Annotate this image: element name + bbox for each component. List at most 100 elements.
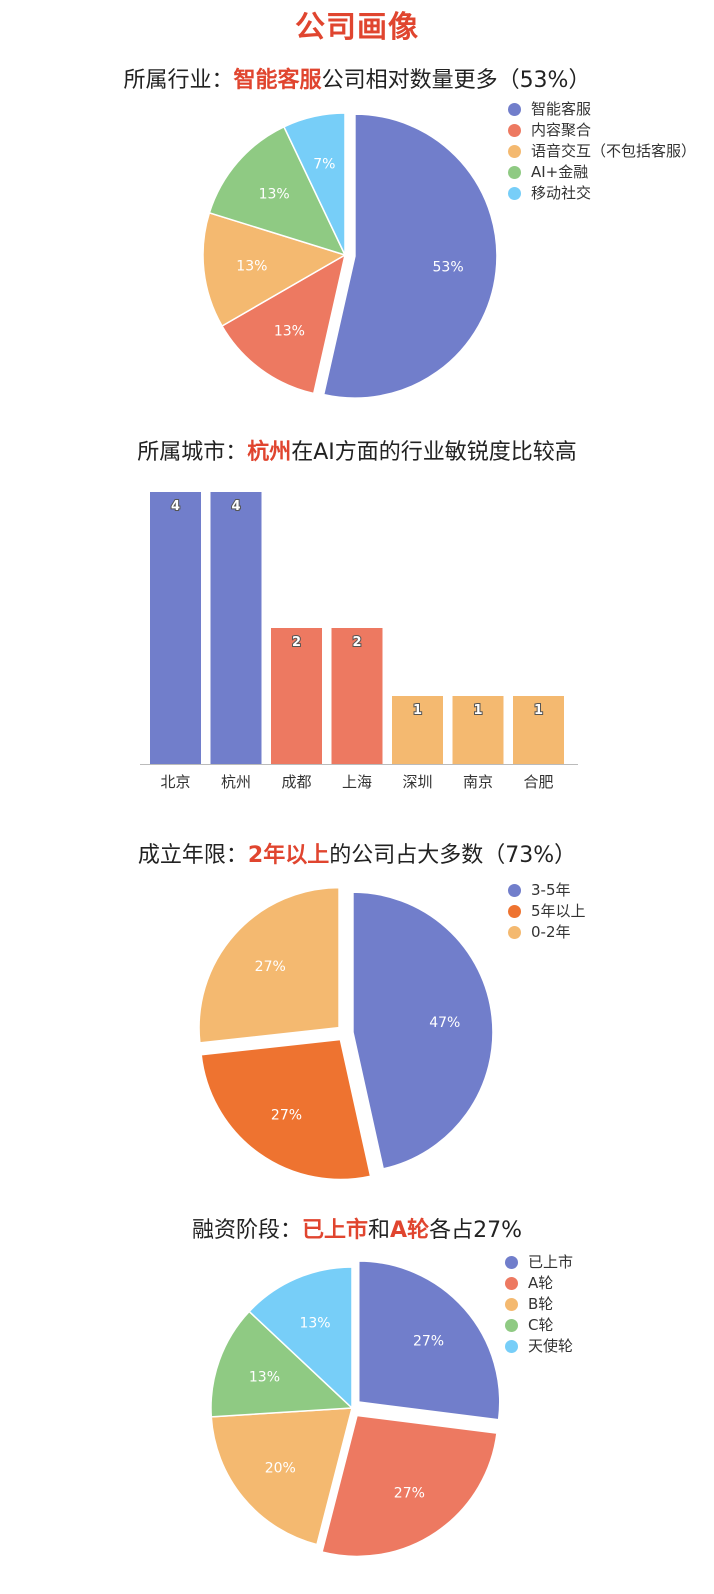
title-text: 和 <box>368 1218 391 1243</box>
title-text: 的公司占大多数（73%） <box>329 843 577 868</box>
city-bar-chart: 4 北京 4 杭州 2 成都 2 上海 1 深圳 1 南京 1 合肥 <box>140 492 578 791</box>
legend-label: 语音交互（不包括客服） <box>531 142 697 160</box>
x-tick-label: 深圳 <box>402 773 432 791</box>
pie-value-label: 13% <box>249 1369 280 1385</box>
legend-swatch <box>508 187 521 200</box>
pie-slice <box>220 253 347 395</box>
x-tick-label: 上海 <box>342 773 372 791</box>
title-text: 各占27% <box>429 1218 522 1243</box>
legend-label: 3-5年 <box>531 881 571 899</box>
legend-item: C轮 <box>505 1315 573 1336</box>
pie-value-label: 13% <box>274 323 305 339</box>
bar-value-label: 2 <box>292 635 301 650</box>
legend-item: 0-2年 <box>508 922 586 943</box>
x-tick-label: 南京 <box>463 773 493 791</box>
legend-item: 移动社交 <box>508 183 696 204</box>
legend-item: 内容聚合 <box>508 120 696 141</box>
legend-label: 移动社交 <box>531 184 592 202</box>
legend-swatch <box>508 103 521 116</box>
legend-label: 内容聚合 <box>531 121 592 139</box>
pie-slice <box>198 886 340 1044</box>
city-chart-title: 所属城市：杭州在AI方面的行业敏锐度比较高 <box>0 434 714 466</box>
legend-label: 0-2年 <box>531 923 571 941</box>
bar <box>392 696 443 764</box>
legend-item: 3-5年 <box>508 880 586 901</box>
legend-label: AI+金融 <box>531 163 589 181</box>
pie-value-label: 13% <box>236 258 267 274</box>
financing-pie-chart: 27% 27% 20% 13% 13% <box>210 1260 501 1558</box>
bar <box>452 696 504 764</box>
pie-slice <box>358 1260 501 1421</box>
industry-pie-chart: 53% 13% 13% 13% 7% <box>202 112 498 399</box>
title-highlight: 已上市 <box>302 1218 369 1243</box>
legend-item: A轮 <box>505 1273 573 1294</box>
pie-value-label: 13% <box>259 187 290 203</box>
x-tick-label: 成都 <box>281 773 311 791</box>
pie-value-label: 27% <box>413 1334 444 1350</box>
legend-swatch <box>508 884 521 897</box>
pie-slice <box>322 113 498 399</box>
legend-item: AI+金融 <box>508 162 696 183</box>
pie-value-label: 47% <box>429 1015 460 1031</box>
pie-value-label: 20% <box>265 1460 296 1476</box>
pie-value-label: 27% <box>255 959 286 975</box>
industry-chart-title: 所属行业：智能客服公司相对数量更多（53%） <box>0 62 714 94</box>
legend-label: 天使轮 <box>528 1337 574 1355</box>
pie-slice <box>321 1414 498 1558</box>
legend-swatch <box>505 1319 518 1332</box>
legend-item: 语音交互（不包括客服） <box>508 141 696 162</box>
financing-chart-title: 融资阶段：已上市和A轮各占27% <box>0 1212 714 1244</box>
legend-swatch <box>505 1277 518 1290</box>
title-highlight: 智能客服 <box>233 68 322 93</box>
pie-slice <box>210 1407 353 1546</box>
pie-slice <box>248 1266 353 1410</box>
legend-swatch <box>508 124 521 137</box>
title-text: 融资阶段： <box>192 1218 303 1243</box>
legend-item: 5年以上 <box>508 901 586 922</box>
pie-value-label: 53% <box>433 259 464 275</box>
title-highlight: 2年以上 <box>247 843 330 868</box>
title-text: 所属城市： <box>137 440 248 465</box>
x-tick-label: 北京 <box>160 773 190 791</box>
title-text: 在AI方面的行业敏锐度比较高 <box>291 440 577 465</box>
bar-value-label: 4 <box>171 499 180 514</box>
legend-label: 已上市 <box>528 1253 574 1271</box>
legend-item: B轮 <box>505 1294 573 1315</box>
title-highlight: A轮 <box>390 1218 430 1243</box>
bar <box>210 492 262 764</box>
legend-label: B轮 <box>528 1295 554 1313</box>
pie-value-label: 13% <box>299 1316 330 1332</box>
founding-pie-chart: 47% 27% 27% <box>198 886 494 1181</box>
legend-swatch <box>508 145 521 158</box>
legend-swatch <box>505 1298 518 1311</box>
pie-value-label: 7% <box>313 157 335 173</box>
legend-item: 智能客服 <box>508 99 696 120</box>
bar <box>513 696 564 764</box>
bar <box>150 492 201 764</box>
legend-swatch <box>508 905 521 918</box>
pie-slice <box>282 112 346 256</box>
legend-item: 已上市 <box>505 1252 573 1273</box>
legend-swatch <box>505 1256 518 1269</box>
bar <box>331 628 383 764</box>
legend-label: 智能客服 <box>531 100 592 118</box>
x-tick-label: 合肥 <box>523 773 553 791</box>
legend-label: A轮 <box>528 1274 554 1292</box>
pie-slice <box>210 1310 354 1418</box>
pie-value-label: 27% <box>394 1485 425 1501</box>
bar-value-label: 4 <box>231 499 240 514</box>
pie-slice <box>202 211 347 328</box>
legend-swatch <box>508 166 521 179</box>
page-title: 公司画像 <box>295 10 419 45</box>
industry-legend: 智能客服内容聚合语音交互（不包括客服） AI+金融移动社交 <box>508 99 696 204</box>
bar-value-label: 1 <box>413 703 422 718</box>
legend-label: C轮 <box>528 1316 554 1334</box>
title-highlight: 杭州 <box>247 440 292 465</box>
legend-label: 5年以上 <box>531 902 586 920</box>
financing-legend: 已上市 A轮 B轮 C轮天使轮 <box>505 1252 573 1357</box>
title-text: 成立年限： <box>137 843 248 868</box>
legend-swatch <box>508 926 521 939</box>
legend-item: 天使轮 <box>505 1336 573 1357</box>
founding-legend: 3-5年 5年以上 0-2年 <box>508 880 586 943</box>
founding-chart-title: 成立年限：2年以上的公司占大多数（73%） <box>0 837 714 869</box>
